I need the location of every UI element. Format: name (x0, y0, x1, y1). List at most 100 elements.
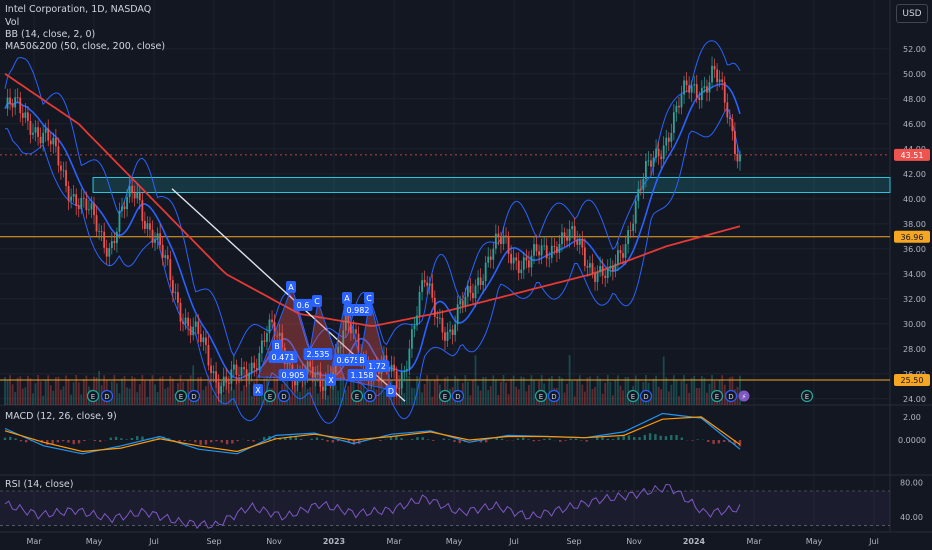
macd-histogram-bar (548, 438, 551, 440)
candle-body (90, 203, 93, 210)
candle-body (528, 260, 530, 268)
lightning-glyph: ⚡ (742, 393, 747, 401)
candle-body (629, 230, 632, 232)
macd-legend[interactable]: MACD (12, 26, close, 9) (5, 411, 117, 422)
rsi-legend[interactable]: RSI (14, close) (5, 479, 74, 490)
time-tick: Mar (386, 537, 402, 546)
candle-body (245, 369, 248, 380)
macd-histogram-bar (173, 440, 176, 442)
candle-body (606, 268, 609, 279)
volume-bar (314, 378, 317, 405)
symbol-legend[interactable]: Intel Corporation, 1D, NASDAQ (5, 4, 152, 15)
earnings-icon (263, 389, 277, 403)
volume-bar (517, 389, 520, 405)
candle-body (711, 65, 713, 83)
volume-bar (349, 375, 352, 405)
event-icon-letter: E (179, 393, 183, 401)
candle-body (222, 376, 225, 387)
bb-legend[interactable]: BB (14, close, 2, 0) (5, 29, 96, 40)
candle-body (82, 197, 85, 199)
candle-body (627, 230, 629, 245)
harmonic-label: A (288, 283, 294, 292)
ma-legend[interactable]: MA50&200 (50, close, 200, close) (5, 41, 166, 52)
macd-histogram-bar (14, 438, 17, 440)
candle-body (187, 317, 190, 327)
event-icon-letter: E (91, 393, 95, 401)
harmonic-label: X (255, 386, 261, 395)
macd-histogram-bar (46, 440, 49, 445)
candle-body (136, 192, 139, 199)
macd-histogram-bar (738, 440, 742, 447)
candle-body (388, 366, 390, 372)
candle-body (589, 263, 591, 268)
candle-body (34, 127, 37, 133)
candle-body (44, 128, 47, 133)
currency-button[interactable]: USD (896, 4, 928, 23)
candle-body (411, 329, 413, 349)
volume-bar (528, 384, 530, 405)
macd-histogram-bar (659, 435, 662, 440)
volume-legend[interactable]: Vol (5, 17, 20, 28)
candle-body (347, 313, 350, 323)
candle-body (538, 251, 540, 256)
volume-bar (614, 379, 617, 405)
candle-body (146, 223, 149, 229)
candle-body (438, 317, 441, 319)
volume-bar (327, 395, 329, 405)
macd-histogram-bar (326, 440, 329, 442)
candle-body (522, 257, 525, 270)
harmonic-label: B (359, 356, 365, 365)
macd-histogram-bar (664, 436, 668, 440)
time-tick: May (806, 537, 823, 546)
resistance-label: 36.96 (901, 233, 924, 242)
volume-bar (62, 386, 65, 405)
volume-bar (494, 379, 497, 405)
time-tick: May (86, 537, 103, 546)
volume-bar (309, 387, 312, 405)
candle-body (655, 148, 657, 158)
volume-bar (522, 377, 525, 405)
harmonic-label: B (274, 342, 280, 351)
last-price-label-box (894, 148, 930, 161)
candle-body (281, 332, 284, 348)
candle-body (489, 256, 492, 260)
candle-body (617, 250, 619, 264)
macd-histogram-bar (379, 440, 382, 442)
candle-body (431, 283, 434, 298)
macd-pane[interactable] (3, 412, 742, 455)
candle-body (426, 282, 429, 286)
candle-body (731, 118, 734, 132)
candle-body (444, 332, 446, 341)
candle-body (484, 262, 487, 282)
candle-body (586, 265, 589, 268)
earnings-icon (438, 389, 452, 403)
candle-body (118, 211, 121, 232)
volume-bar (222, 394, 225, 405)
candle-body (599, 265, 602, 273)
candle-body (515, 257, 518, 261)
event-icon-letter: E (443, 393, 447, 401)
candle-body (255, 368, 258, 370)
macd-histogram-bar (395, 436, 398, 440)
macd-histogram-bar (432, 440, 435, 441)
volume-bar (576, 380, 579, 405)
candle-body (128, 185, 131, 198)
volume-bar (685, 383, 688, 405)
volume-bar (235, 376, 238, 405)
event-icon-letter: E (805, 393, 809, 401)
volume-bar (418, 377, 421, 405)
harmonic-label-box (386, 385, 396, 397)
dividend-icon (451, 389, 465, 403)
event-icon-letter: D (455, 393, 460, 401)
macd-histogram-bar (722, 440, 726, 442)
macd-histogram-bar (130, 438, 134, 440)
candle-body (189, 326, 192, 336)
rsi-band (0, 491, 890, 526)
candle-body (672, 112, 675, 133)
macd-histogram-bar (109, 437, 112, 440)
candle-body (662, 145, 665, 160)
macd-histogram-bar (178, 440, 181, 443)
rsi-pane[interactable] (0, 483, 890, 530)
